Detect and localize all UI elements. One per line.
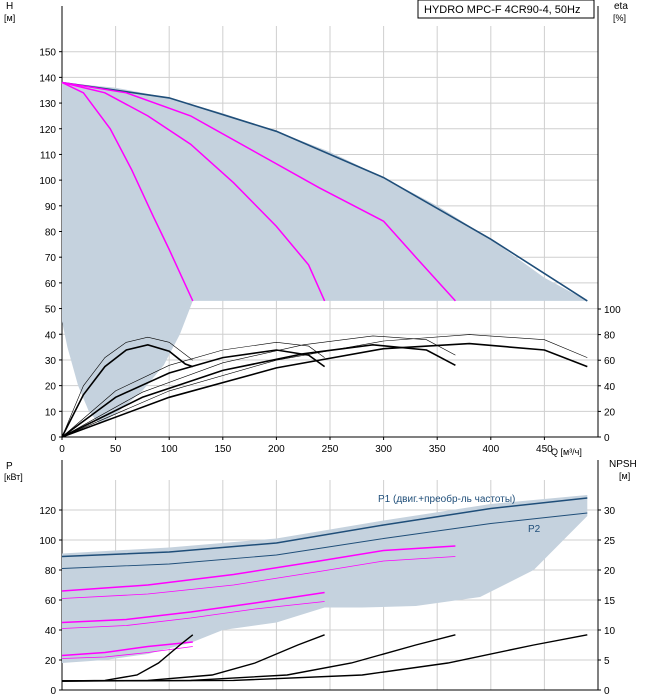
eta-envelope-curve [61,335,456,438]
power-envelope [62,495,588,663]
y-left-tick-label: 10 [45,407,57,418]
eta-curve [61,343,456,438]
y-right-tick-label: 5 [604,656,610,667]
bottom-ticks: 0 20 40 60 80 100 120 0 5 10 15 20 25 30 [39,506,615,697]
y-left-tick-label: 20 [45,382,57,393]
power-speed-curve [61,556,456,599]
y-left-tick-label: 110 [40,150,56,161]
power-envelope-fill [62,495,588,663]
y-left-tick-label: 100 [39,176,56,187]
y-right-tick-label: 10 [604,626,616,637]
chart-title-box: HYDRO MPC-F 4CR90-4, 50Hz [417,0,595,19]
y-right-tick-label: 20 [604,407,616,418]
y-left-tick-label: 100 [39,536,56,547]
p1-series-label: P1 (двиг.+преобр-ль частоты) [378,493,515,505]
title-box-frame [417,0,595,19]
qh-curve [61,81,194,302]
y-left-tick-label: 50 [45,305,57,316]
operating-area [62,82,588,425]
y-left-tick-label: 80 [45,566,57,577]
y-right-label-bottom: NPSH [609,459,637,470]
y-left-tick-label: 0 [50,686,56,697]
y-left-tick-label: 120 [39,506,56,517]
npsh-curve [61,634,588,682]
qh-curve-max [61,81,588,302]
y-right-tick-label: 100 [604,305,621,316]
p2-series-label: P2 [528,524,541,535]
y-right-label-top: eta [614,1,628,12]
x-tick-label: 200 [268,444,285,455]
qh-curve [61,81,456,302]
y-left-tick-label: 150 [39,48,56,59]
y-left-tick-label: 60 [45,279,57,290]
y-left-unit-bottom: [кВт] [4,472,23,482]
bottom-panel: 0 20 40 60 80 100 120 0 5 10 15 20 25 30 P [кВт] NPSH… [4,459,637,697]
y-left-tick-label: 90 [45,202,57,213]
chart-title: HYDRO MPC-F 4CR90-4, 50Hz [424,4,580,16]
x-tick-label: 250 [322,444,339,455]
x-tick-label: 0 [59,444,65,455]
y-right-tick-label: 0 [604,686,610,697]
power-speed-curve [61,545,456,592]
y-left-label-top: H [6,1,13,12]
y-right-tick-label: 40 [604,382,616,393]
y-left-tick-label: 30 [45,356,57,367]
y-left-tick-label: 130 [39,99,56,110]
y-left-tick-label: 40 [45,626,57,637]
y-left-tick-label: 80 [45,228,57,239]
eta-envelope-curve [61,334,588,438]
x-tick-label: 450 [536,444,553,455]
y-left-tick-label: 20 [45,656,57,667]
y-left-tick-label: 70 [45,253,57,264]
eta-envelope-curve [61,336,193,438]
y-right-tick-label: 0 [604,433,610,444]
top-curves [61,81,588,438]
x-tick-label: 400 [482,444,499,455]
y-left-tick-label: 140 [39,73,56,84]
y-left-tick-label: 0 [50,433,56,444]
y-right-tick-label: 30 [604,506,616,517]
y-left-label-bottom: P [6,461,13,472]
y-right-tick-label: 20 [604,566,616,577]
y-right-tick-label: 60 [604,356,616,367]
y-right-tick-label: 15 [604,596,616,607]
eta-curve [61,342,588,438]
y-left-tick-label: 60 [45,596,57,607]
operating-area-fill [62,82,588,425]
power-speed-curve [61,591,325,624]
x-axis-label: Q [м³/ч] [551,447,582,457]
eta-curve [61,349,326,438]
top-ticks: 0 50 100 150 200 250 300 350 400 4500102030405060… [39,48,621,455]
y-left-unit-top: [м] [4,13,15,23]
eta-curve [61,343,194,438]
x-tick-label: 100 [161,444,178,455]
power-speed-curve [61,601,325,629]
x-tick-label: 50 [110,444,122,455]
y-right-tick-label: 25 [604,536,616,547]
y-left-tick-label: 40 [45,330,57,341]
y-right-unit-top: [%] [613,13,626,23]
x-tick-label: 350 [429,444,446,455]
x-tick-label: 300 [375,444,392,455]
p2-curve [61,512,588,569]
top-panel: 0 50 100 150 200 250 300 350 400 4500102030405060… [4,0,628,457]
power-speed-curve [61,641,193,657]
eta-envelope-curve [61,341,325,438]
y-right-tick-label: 80 [604,331,616,342]
y-right-unit-bottom: [м] [619,471,630,481]
bottom-curves [61,497,588,682]
p1-curve [61,497,588,558]
qh-curve [61,81,326,302]
y-left-tick-label: 120 [39,125,56,136]
x-tick-label: 150 [214,444,231,455]
power-speed-curve [61,646,193,659]
